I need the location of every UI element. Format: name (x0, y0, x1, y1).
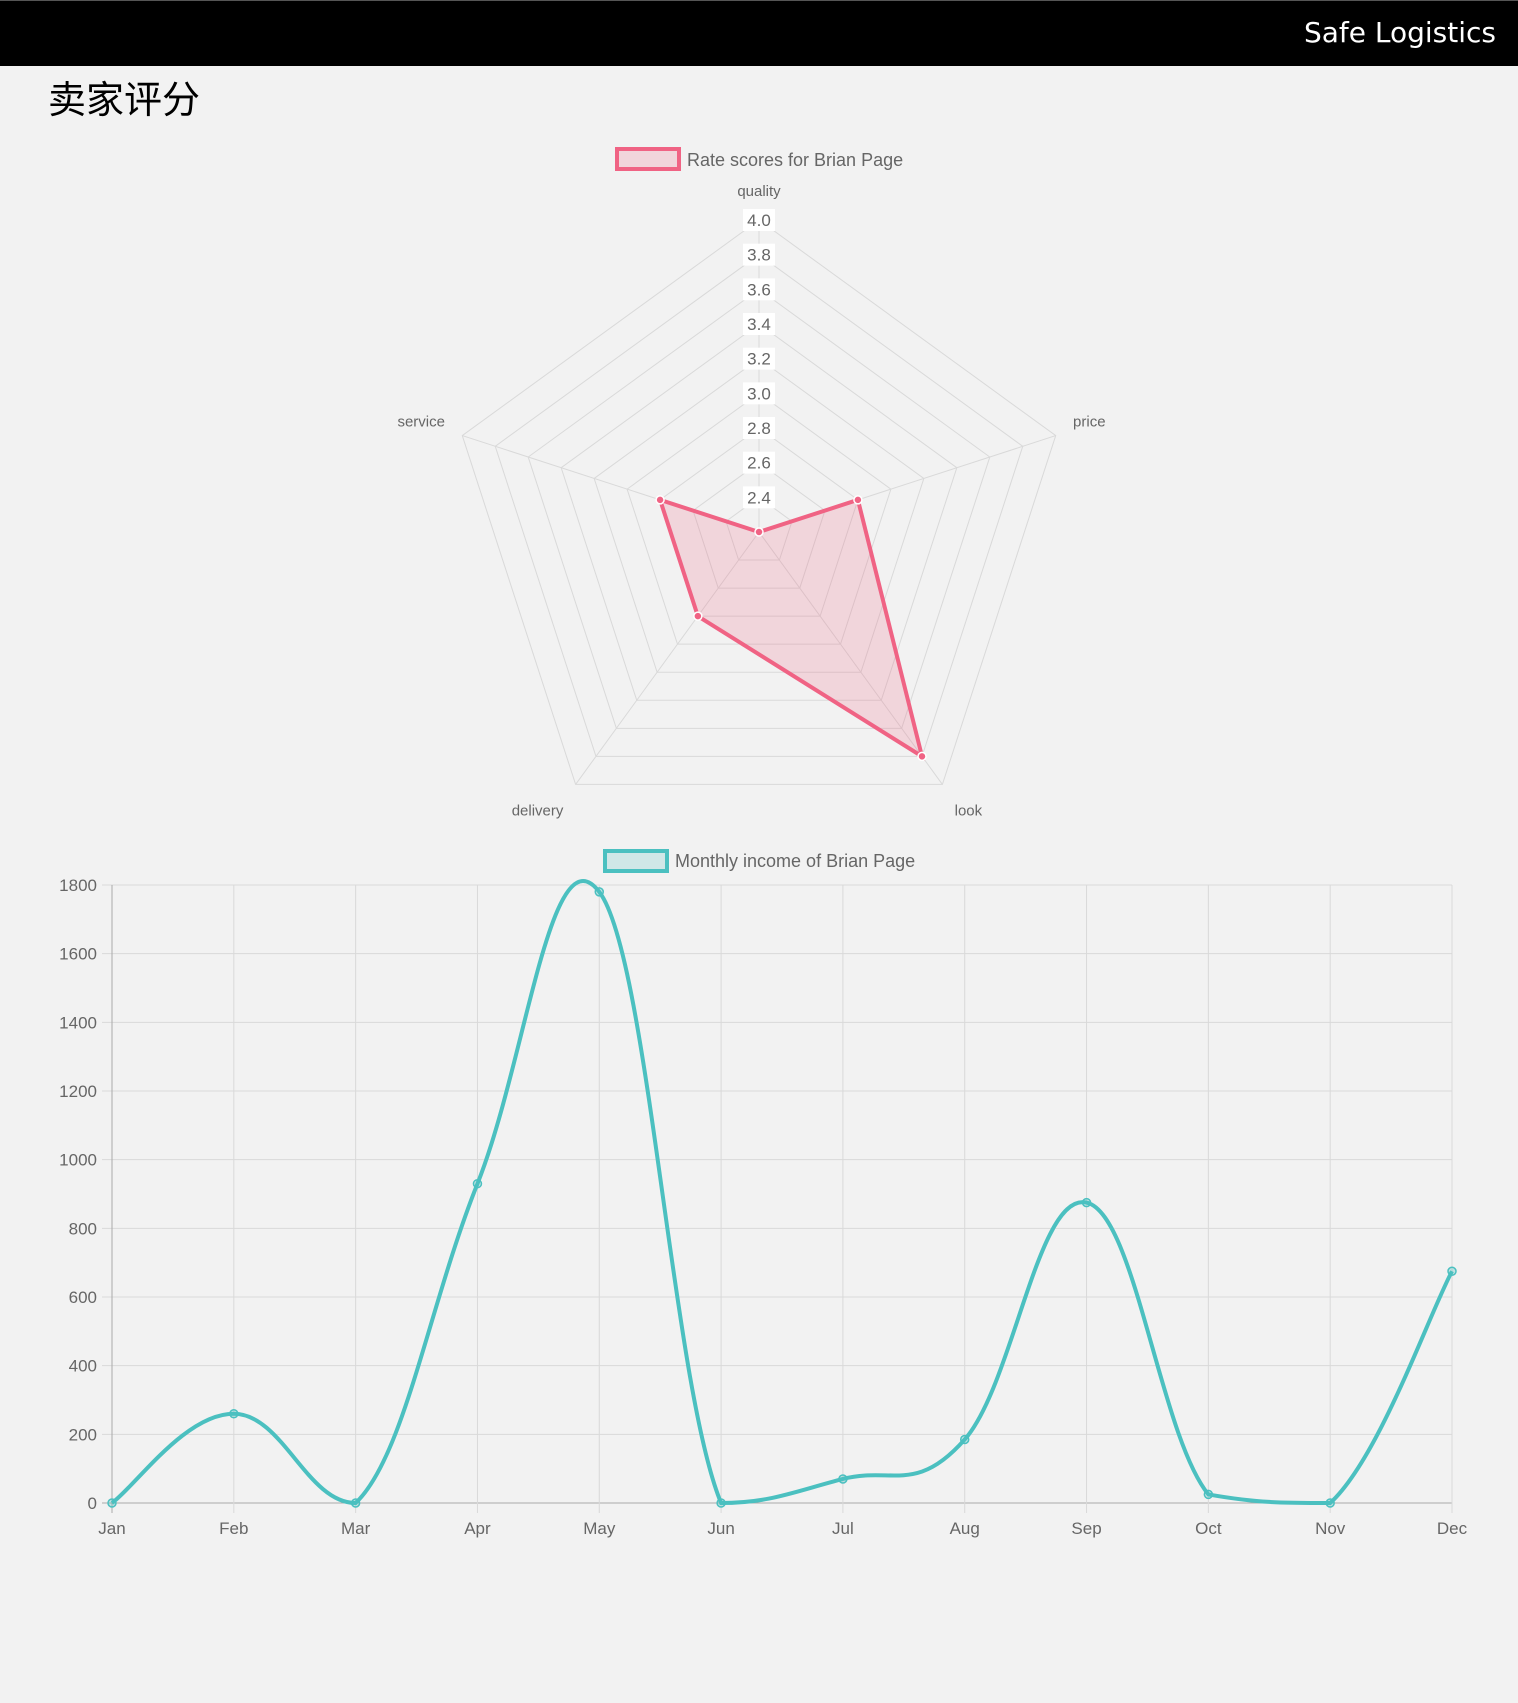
radar-grid-ring (560, 323, 958, 701)
radar-tick-label: 2.4 (747, 488, 771, 507)
radar-tick-backdrop (743, 243, 775, 266)
radar-tick-backdrop (743, 313, 775, 335)
income-y-tick: 200 (69, 1425, 97, 1444)
radar-axis-label: quality (737, 183, 781, 200)
income-x-tick: Jan (98, 1519, 125, 1538)
income-data-point (1447, 1266, 1457, 1276)
radar-angle-line (758, 531, 943, 785)
income-chart: Monthly income of Brian Page 0 200 400 600 80… (59, 849, 1468, 1538)
radar-axis-label: price (1073, 413, 1106, 430)
income-y-tick: 1600 (59, 945, 97, 964)
radar-chart: Rate scores for Brian Page 2.4 2.6 2.8 3.0 3.… (397, 147, 1106, 820)
income-legend-swatch (603, 849, 669, 873)
radar-tick-label: 3.0 (747, 384, 771, 403)
radar-axis-label: look (955, 803, 983, 820)
income-data-point (350, 1498, 361, 1508)
income-data-point (959, 1434, 970, 1445)
income-x-tick: Oct (1195, 1519, 1222, 1538)
radar-data-point (693, 611, 703, 621)
radar-tick-backdrop (743, 417, 775, 439)
income-data-point (716, 1498, 726, 1508)
radar-legend-swatch (615, 147, 681, 171)
radar-tick-backdrop (743, 347, 775, 370)
income-data-point (838, 1474, 848, 1484)
radar-legend-label: Rate scores for Brian Page (687, 150, 903, 170)
income-x-tick: Dec (1437, 1519, 1468, 1538)
income-x-tick: Mar (341, 1519, 371, 1538)
income-line (110, 879, 1454, 1506)
income-y-tick: 0 (88, 1494, 97, 1513)
income-y-tick: 600 (69, 1288, 97, 1307)
radar-data-point (655, 495, 665, 505)
radar-tick-backdrop (743, 209, 775, 231)
income-y-tick: 400 (69, 1357, 97, 1376)
income-data-point (107, 1498, 117, 1508)
radar-grid-ring (593, 358, 925, 673)
radar-grid-ring (527, 288, 991, 729)
income-y-tick: 1400 (59, 1013, 97, 1032)
radar-axis-label: delivery (512, 803, 564, 820)
income-y-tick: 1000 (59, 1151, 97, 1170)
income-x-tick: May (583, 1519, 616, 1538)
radar-tick-label: 4.0 (747, 211, 771, 230)
radar-grid-ring (626, 392, 892, 645)
radar-grid-ring (659, 427, 859, 617)
radar-data-point (853, 495, 863, 505)
income-data-point (472, 1178, 483, 1189)
radar-data-point (754, 527, 764, 537)
radar-tick-backdrop (743, 451, 775, 474)
income-data-point (594, 887, 605, 897)
radar-tick-backdrop (743, 486, 775, 509)
income-data-point (1203, 1489, 1214, 1500)
radar-tick-label: 2.6 (747, 454, 771, 473)
radar-tick-label: 3.4 (747, 315, 771, 334)
income-x-tick: Sep (1071, 1519, 1101, 1538)
income-x-tick: Feb (219, 1519, 248, 1538)
radar-angle-line (575, 531, 760, 785)
income-x-tick: Nov (1315, 1519, 1346, 1538)
radar-grid-ring (725, 496, 793, 561)
income-data-point (229, 1408, 239, 1419)
radar-tick-label: 3.6 (747, 280, 771, 299)
radar-tick-label: 2.8 (747, 419, 771, 438)
income-data-point (1325, 1498, 1335, 1508)
navbar: Safe Logistics (0, 0, 1518, 66)
income-legend-label: Monthly income of Brian Page (675, 851, 915, 871)
brand-link[interactable]: Safe Logistics (1303, 16, 1496, 49)
income-x-tick: Aug (950, 1519, 980, 1538)
income-y-tick: 800 (69, 1219, 97, 1238)
radar-grid-ring (461, 219, 1057, 785)
page-title: 卖家评分 (48, 78, 201, 122)
radar-tick-label: 3.2 (747, 350, 771, 369)
radar-tick-label: 3.8 (747, 246, 771, 265)
radar-grid-ring (692, 462, 826, 589)
radar-tick-backdrop (743, 382, 775, 405)
income-y-tick: 1200 (59, 1082, 97, 1101)
income-y-tick: 1800 (59, 876, 97, 895)
radar-data-point (917, 751, 927, 762)
income-x-tick: Jul (832, 1519, 854, 1538)
radar-data-area (656, 496, 926, 761)
income-x-tick: Apr (464, 1519, 491, 1538)
radar-grid-ring (494, 254, 1024, 757)
income-data-point (1081, 1197, 1092, 1208)
radar-tick-backdrop (743, 278, 775, 301)
radar-axis-label: service (397, 413, 445, 430)
income-x-tick: Jun (707, 1519, 734, 1538)
